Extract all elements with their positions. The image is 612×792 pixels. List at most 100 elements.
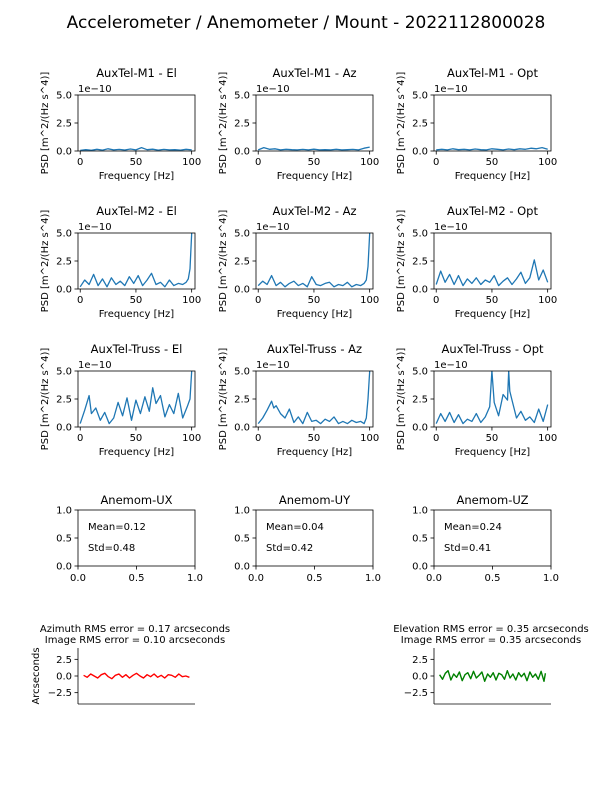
panel-title: AuxTel-M1 - El	[96, 66, 177, 80]
y-tick-label: 5.0	[412, 229, 428, 240]
x-tick-label: 50	[130, 295, 143, 306]
x-axis-label: Frequency [Hz]	[455, 447, 531, 458]
x-tick-label: 100	[182, 295, 201, 306]
x-tick-label: 50	[486, 157, 499, 168]
x-tick-label: 50	[486, 295, 499, 306]
panel-title: AuxTel-M2 - Opt	[447, 204, 539, 218]
offset-label: 1e−10	[434, 222, 468, 233]
y-tick-label: 0.0	[234, 423, 250, 434]
chart-az-error: Azimuth RMS error = 0.17 arcsecondsImage…	[31, 624, 230, 705]
panel-title: AuxTel-M1 - Az	[272, 66, 356, 80]
y-tick-label: 0.5	[234, 534, 250, 545]
chart-m1-opt: AuxTel-M1 - Opt 1e−10 0 50 100 0.0 2.5 5.0 Frequ…	[396, 66, 557, 182]
x-tick-label: 0	[255, 433, 261, 444]
y-tick-label: 2.5	[412, 395, 428, 406]
mean-annotation: Mean=0.24	[444, 522, 502, 533]
error-title-line: Elevation RMS error = 0.35 arcseconds	[393, 624, 589, 635]
y-tick-label: 0.0	[234, 285, 250, 296]
psd-line	[435, 371, 549, 425]
std-annotation: Std=0.42	[266, 543, 313, 554]
mean-annotation: Mean=0.12	[88, 522, 146, 533]
y-tick-label: 2.5	[234, 395, 250, 406]
x-axis-label: Frequency [Hz]	[455, 171, 531, 182]
offset-label: 1e−10	[78, 84, 112, 95]
y-axis-label: Arcseconds	[31, 647, 42, 704]
panel-title: AuxTel-M2 - El	[96, 204, 177, 218]
offset-label: 1e−10	[78, 222, 112, 233]
chart-truss-opt: AuxTel-Truss - Opt 1e−10 0 50 100 0.0 2.5 5.0 Fr…	[396, 342, 557, 458]
panel-title: AuxTel-M1 - Opt	[447, 66, 539, 80]
image-error-line: Image RMS error = 0.35 arcseconds	[401, 635, 581, 646]
axes-frame	[433, 94, 552, 152]
y-tick-label: 0.0	[234, 562, 250, 573]
y-tick-label: 5.0	[412, 91, 428, 102]
x-tick-label: 1.0	[543, 573, 559, 584]
x-tick-label: 50	[308, 433, 321, 444]
x-axis-label: Frequency [Hz]	[277, 447, 353, 458]
y-axis-label: PSD [m^2/(Hz s^4)]	[40, 348, 51, 451]
x-tick-label: 0	[433, 433, 439, 444]
figure-title: Accelerometer / Anemometer / Mount - 202…	[67, 13, 546, 33]
mean-annotation: Mean=0.04	[266, 522, 324, 533]
y-tick-label: 0.0	[56, 672, 72, 683]
y-tick-label: 5.0	[56, 367, 72, 378]
x-axis-label: Frequency [Hz]	[99, 171, 175, 182]
x-tick-label: 0.5	[307, 573, 323, 584]
chart-m2-opt: AuxTel-M2 - Opt 1e−10 0 50 100 0.0 2.5 5.0 Frequ…	[396, 204, 557, 320]
axes-frame	[77, 94, 196, 152]
y-tick-label: 2.5	[56, 119, 72, 130]
psd-line	[257, 371, 371, 425]
x-tick-label: 0.0	[426, 573, 442, 584]
psd-line	[436, 146, 548, 151]
x-tick-label: 0	[433, 295, 439, 306]
axes-frame	[77, 509, 196, 567]
x-tick-label: 100	[538, 295, 557, 306]
x-tick-label: 0	[77, 157, 83, 168]
y-axis-label: PSD [m^2/(Hz s^4)]	[40, 210, 51, 313]
y-tick-label: 2.5	[56, 257, 72, 268]
chart-anemom-uy: Anemom-UY 0.0 0.5 1.0 0.0 0.5 1.0 Mean=0.04 Std=…	[234, 493, 381, 584]
psd-line	[257, 233, 371, 288]
panel-title: AuxTel-Truss - Opt	[441, 342, 544, 356]
x-tick-label: 0.5	[485, 573, 501, 584]
offset-label: 1e−10	[256, 222, 290, 233]
elevation-error-line	[439, 670, 547, 682]
x-tick-label: 50	[130, 433, 143, 444]
offset-label: 1e−10	[434, 360, 468, 371]
y-axis-label: PSD [m^2/(Hz s^4)]	[396, 210, 407, 313]
x-tick-label: 100	[182, 157, 201, 168]
chart-m2-az: AuxTel-M2 - Az 1e−10 0 50 100 0.0 2.5 5.0 Freque…	[218, 204, 379, 320]
x-tick-label: 0	[433, 157, 439, 168]
panel-title: Anemom-UZ	[457, 493, 529, 507]
axes-frame	[433, 509, 552, 567]
x-tick-label: 0	[255, 157, 261, 168]
x-tick-label: 100	[360, 433, 379, 444]
x-tick-label: 0	[255, 295, 261, 306]
y-tick-label: 0.0	[412, 423, 428, 434]
x-axis-label: Frequency [Hz]	[455, 309, 531, 320]
y-tick-label: 2.5	[412, 119, 428, 130]
x-axis-label: Frequency [Hz]	[277, 309, 353, 320]
charts-layer: AuxTel-M1 - El 1e−10 0 50 100 0.0 2.5 5.0 Freque…	[31, 66, 589, 705]
y-axis-label: PSD [m^2/(Hz s^4)]	[218, 72, 229, 175]
y-tick-label: 5.0	[234, 229, 250, 240]
y-tick-label: 1.0	[234, 506, 250, 517]
chart-m1-el: AuxTel-M1 - El 1e−10 0 50 100 0.0 2.5 5.0 Freque…	[40, 66, 201, 182]
x-tick-label: 100	[360, 157, 379, 168]
x-tick-label: 0	[77, 433, 83, 444]
psd-line	[435, 259, 549, 287]
std-annotation: Std=0.41	[444, 543, 491, 554]
panel-title: Anemom-UY	[279, 493, 351, 507]
y-axis-label: PSD [m^2/(Hz s^4)]	[396, 72, 407, 175]
x-tick-label: 1.0	[187, 573, 203, 584]
offset-label: 1e−10	[256, 84, 290, 95]
x-tick-label: 0.5	[129, 573, 145, 584]
x-axis-label: Frequency [Hz]	[277, 171, 353, 182]
psd-line	[79, 233, 193, 288]
y-tick-label: 2.5	[56, 395, 72, 406]
y-tick-label: 0.0	[56, 147, 72, 158]
y-tick-label: 0.0	[56, 562, 72, 573]
y-tick-label: 0.0	[412, 562, 428, 573]
y-axis-label: PSD [m^2/(Hz s^4)]	[396, 348, 407, 451]
